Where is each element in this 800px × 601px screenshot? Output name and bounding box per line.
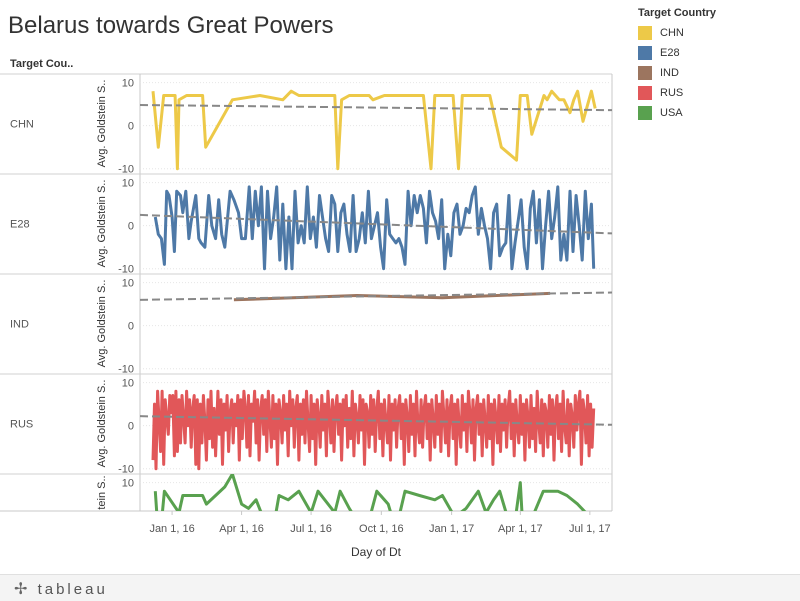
- y-tick-label: -10: [118, 464, 134, 476]
- x-axis-title: Day of Dt: [351, 545, 402, 559]
- row-label: RUS: [10, 419, 33, 431]
- legend-label: USA: [660, 107, 683, 119]
- legend-swatch: [638, 66, 652, 80]
- y-tick-label: 0: [128, 221, 134, 233]
- legend: Target Country CHN E28 IND RUS USA: [638, 7, 716, 123]
- legend-item-chn[interactable]: CHN: [638, 23, 716, 43]
- x-tick-label: Jul 1, 16: [290, 523, 332, 535]
- row-header[interactable]: Target Cou..: [10, 58, 74, 70]
- legend-label: IND: [660, 67, 679, 79]
- series-line-e28: [153, 185, 596, 271]
- y-tick-label: 0: [128, 121, 134, 133]
- y-tick-label: 0: [128, 421, 134, 433]
- y-axis-title: Avg. Goldstein S..: [96, 280, 108, 368]
- y-tick-label: 10: [122, 478, 134, 490]
- y-tick-label: -10: [118, 164, 134, 176]
- panel-e28: [140, 182, 612, 271]
- panel-chn: [140, 82, 612, 171]
- footer-toolbar: ✢ tableau: [0, 574, 800, 601]
- legend-item-e28[interactable]: E28: [638, 43, 716, 63]
- x-tick-label: Jul 1, 17: [569, 523, 611, 535]
- row-label: CHN: [10, 119, 34, 131]
- tableau-logo[interactable]: ✢ tableau: [14, 579, 108, 599]
- panel-ind: [140, 282, 612, 370]
- y-axis-title: tein S..: [96, 475, 108, 509]
- legend-label: RUS: [660, 87, 684, 99]
- series-line-usa: [153, 474, 587, 511]
- line-chart: CHN 10 0 -10 Avg. Goldstein S.. E28 10 0 -10 Avg.…: [0, 73, 613, 559]
- x-tick-label: Jan 1, 16: [149, 523, 194, 535]
- legend-swatch: [638, 46, 652, 60]
- trend-line: [140, 213, 612, 235]
- trend-line: [140, 291, 612, 301]
- panel-rus: [140, 382, 612, 471]
- panel-usa: [140, 474, 612, 511]
- y-tick-label: 10: [122, 278, 134, 290]
- legend-swatch: [638, 86, 652, 100]
- page-title: Belarus towards Great Powers: [8, 12, 334, 39]
- y-tick-label: 10: [122, 178, 134, 190]
- y-tick-label: 0: [128, 321, 134, 333]
- legend-label: CHN: [660, 27, 684, 39]
- legend-label: E28: [660, 47, 680, 59]
- y-axis-title: Avg. Goldstein S..: [96, 180, 108, 268]
- x-tick-label: Oct 1, 16: [359, 523, 404, 535]
- x-tick-label: Jan 1, 17: [429, 523, 474, 535]
- y-axis-title: Avg. Goldstein S..: [96, 80, 108, 168]
- y-tick-label: -10: [118, 364, 134, 376]
- legend-swatch: [638, 106, 652, 120]
- legend-item-rus[interactable]: RUS: [638, 83, 716, 103]
- legend-swatch: [638, 26, 652, 40]
- y-tick-label: -10: [118, 264, 134, 276]
- row-label: IND: [10, 319, 29, 331]
- y-tick-label: 10: [122, 378, 134, 390]
- series-line-rus: [151, 389, 596, 471]
- legend-item-ind[interactable]: IND: [638, 63, 716, 83]
- y-axis-title: Avg. Goldstein S..: [96, 380, 108, 468]
- legend-item-usa[interactable]: USA: [638, 103, 716, 123]
- tableau-wordmark: tableau: [37, 581, 108, 598]
- trend-line: [140, 415, 612, 426]
- y-tick-label: 10: [122, 78, 134, 90]
- row-label: E28: [10, 219, 30, 231]
- trend-line: [140, 103, 612, 112]
- tableau-plus-icon: ✢: [14, 581, 29, 598]
- series-line-chn: [151, 89, 597, 171]
- x-tick-label: Apr 1, 17: [498, 523, 543, 535]
- legend-title: Target Country: [638, 7, 717, 19]
- x-tick-label: Apr 1, 16: [219, 523, 264, 535]
